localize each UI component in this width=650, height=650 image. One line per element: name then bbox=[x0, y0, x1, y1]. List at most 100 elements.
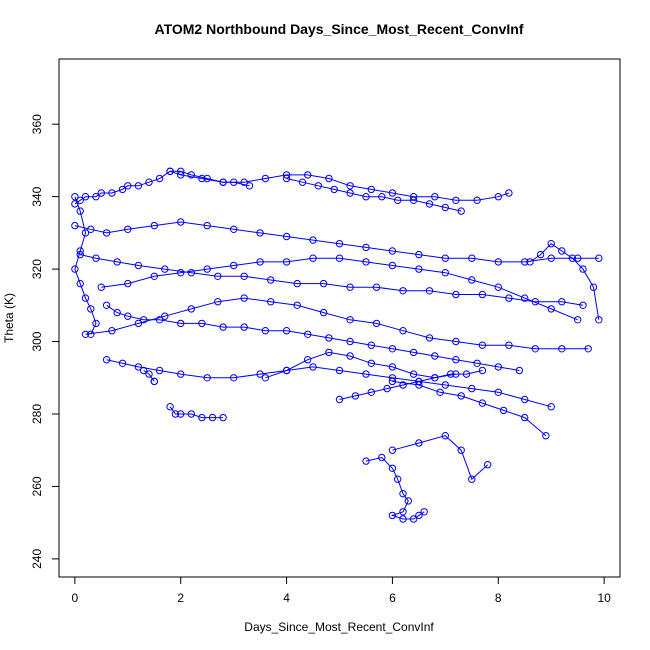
data-point bbox=[574, 254, 582, 262]
data-point bbox=[595, 254, 603, 262]
data-point bbox=[282, 174, 291, 183]
data-point bbox=[346, 283, 354, 291]
y-axis-ticks: 240 260 280 300 320 340 360 bbox=[30, 114, 59, 569]
data-point bbox=[187, 171, 196, 179]
data-point bbox=[394, 196, 402, 205]
data-point bbox=[388, 261, 397, 270]
data-point bbox=[452, 290, 460, 299]
data-point bbox=[293, 279, 301, 288]
data-point bbox=[346, 189, 354, 197]
data-point bbox=[457, 392, 465, 400]
data-point bbox=[161, 312, 169, 320]
data-point bbox=[494, 388, 502, 396]
data-point bbox=[579, 301, 587, 309]
data-point bbox=[97, 283, 106, 291]
data-point bbox=[441, 269, 449, 277]
data-point bbox=[102, 301, 111, 309]
data-point bbox=[558, 345, 566, 353]
x-tick-label: 4 bbox=[283, 591, 290, 605]
chart-title: ATOM2 Northbound Days_Since_Most_Recent_… bbox=[155, 21, 524, 37]
data-point bbox=[240, 294, 248, 302]
data-point bbox=[124, 312, 132, 320]
x-tick-label: 6 bbox=[389, 591, 396, 605]
data-point bbox=[97, 189, 106, 197]
data-point bbox=[468, 254, 476, 262]
data-point bbox=[219, 413, 227, 422]
data-point bbox=[473, 196, 481, 205]
data-point bbox=[230, 261, 238, 270]
data-point bbox=[92, 254, 100, 262]
data-point bbox=[394, 475, 402, 483]
data-point bbox=[124, 182, 132, 190]
data-point bbox=[319, 308, 328, 317]
chart-marks bbox=[71, 167, 603, 523]
data-point bbox=[415, 250, 423, 259]
data-point bbox=[140, 316, 148, 324]
y-tick-label: 260 bbox=[30, 476, 44, 496]
series-line bbox=[392, 380, 547, 437]
data-point bbox=[261, 374, 270, 382]
data-point bbox=[309, 363, 317, 371]
data-point bbox=[505, 294, 513, 302]
data-point bbox=[319, 279, 328, 288]
data-point bbox=[388, 247, 397, 255]
data-point bbox=[473, 359, 481, 367]
data-point bbox=[76, 279, 84, 288]
data-point bbox=[134, 319, 143, 328]
data-point bbox=[335, 240, 344, 248]
data-point bbox=[547, 254, 555, 262]
data-point bbox=[208, 413, 217, 422]
data-point bbox=[177, 218, 185, 226]
data-point bbox=[177, 410, 185, 418]
y-tick-label: 320 bbox=[30, 259, 44, 279]
data-point bbox=[415, 511, 423, 520]
data-point bbox=[478, 341, 487, 349]
data-point bbox=[478, 366, 487, 375]
data-point bbox=[584, 345, 592, 353]
data-point bbox=[441, 254, 449, 262]
data-point bbox=[468, 475, 476, 483]
data-point bbox=[71, 193, 79, 201]
data-point bbox=[124, 279, 132, 288]
data-point bbox=[76, 196, 84, 205]
series-line bbox=[392, 435, 489, 481]
data-point bbox=[574, 316, 582, 324]
data-point bbox=[505, 189, 513, 197]
series-line bbox=[80, 254, 584, 306]
data-point bbox=[346, 352, 354, 360]
data-point bbox=[388, 374, 397, 382]
data-point bbox=[81, 229, 90, 237]
data-point bbox=[494, 283, 502, 291]
data-point bbox=[452, 196, 460, 205]
data-point bbox=[367, 388, 375, 396]
data-point bbox=[505, 341, 513, 349]
data-point bbox=[441, 381, 449, 389]
data-point bbox=[367, 185, 375, 194]
data-point bbox=[521, 294, 529, 302]
data-point bbox=[177, 269, 185, 277]
data-point bbox=[325, 334, 333, 342]
data-point bbox=[547, 403, 555, 411]
data-point bbox=[431, 352, 439, 360]
x-tick-label: 2 bbox=[177, 591, 184, 605]
data-point bbox=[155, 366, 164, 375]
data-point bbox=[457, 446, 465, 454]
data-point bbox=[346, 337, 354, 346]
data-point bbox=[494, 363, 502, 371]
data-point bbox=[304, 356, 312, 364]
data-point bbox=[568, 254, 577, 262]
data-point bbox=[87, 225, 95, 234]
data-point bbox=[214, 298, 222, 306]
data-point bbox=[362, 258, 370, 266]
series-line bbox=[529, 243, 600, 320]
data-point bbox=[399, 508, 407, 516]
data-point bbox=[399, 490, 407, 498]
data-point bbox=[335, 254, 344, 262]
data-point bbox=[81, 330, 90, 338]
data-point bbox=[118, 359, 127, 367]
data-point bbox=[203, 374, 211, 382]
data-point bbox=[425, 200, 434, 208]
data-point bbox=[335, 395, 344, 404]
data-point bbox=[166, 167, 174, 176]
